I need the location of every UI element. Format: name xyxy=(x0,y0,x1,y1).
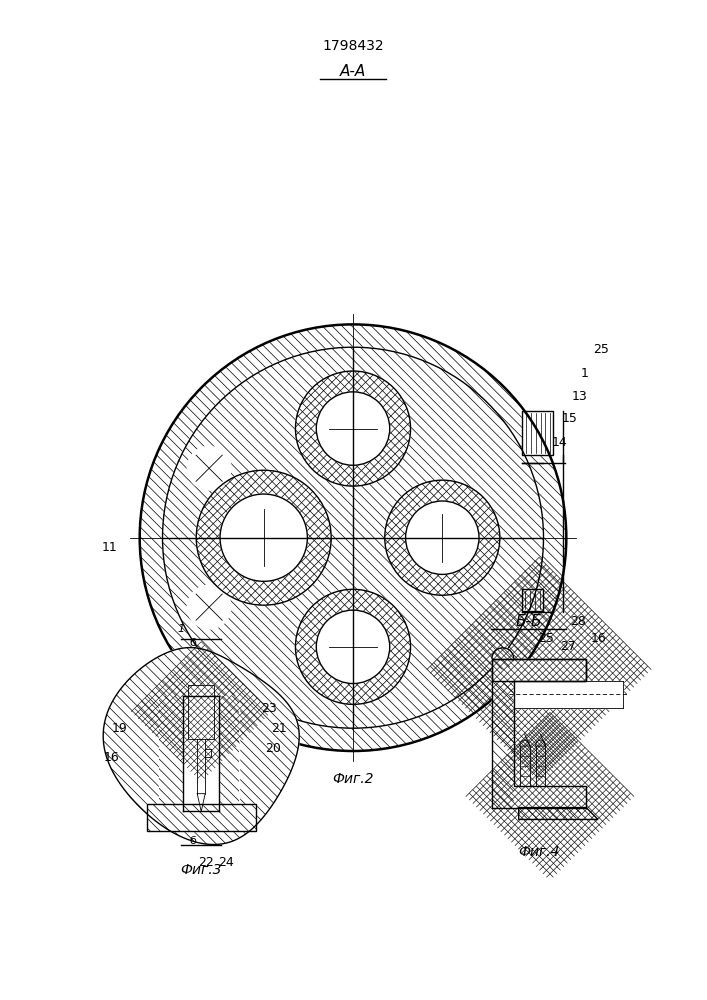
Text: 1798432: 1798432 xyxy=(322,39,384,53)
Text: 25: 25 xyxy=(539,632,554,645)
Bar xyxy=(522,589,544,611)
Polygon shape xyxy=(158,696,183,811)
Bar xyxy=(522,411,554,455)
Circle shape xyxy=(316,610,390,684)
Circle shape xyxy=(140,324,566,751)
Text: 22: 22 xyxy=(198,856,214,869)
Text: 24: 24 xyxy=(218,856,234,869)
Text: 11: 11 xyxy=(102,541,118,554)
Text: 25: 25 xyxy=(593,343,609,356)
Bar xyxy=(522,411,554,455)
Bar xyxy=(183,696,219,811)
Circle shape xyxy=(316,392,390,465)
Bar xyxy=(522,589,544,611)
Polygon shape xyxy=(219,696,239,811)
Bar xyxy=(522,411,554,455)
Circle shape xyxy=(385,480,500,595)
Polygon shape xyxy=(197,794,205,812)
Text: 23: 23 xyxy=(261,702,276,715)
Circle shape xyxy=(296,371,411,486)
Bar xyxy=(492,659,586,681)
Circle shape xyxy=(187,585,231,629)
Text: 14: 14 xyxy=(551,436,567,449)
Text: Фиг.3: Фиг.3 xyxy=(180,863,222,877)
Polygon shape xyxy=(103,648,299,845)
Bar xyxy=(188,685,214,739)
Text: 28: 28 xyxy=(571,615,586,628)
Text: б: б xyxy=(190,836,197,846)
Circle shape xyxy=(187,446,231,490)
Polygon shape xyxy=(146,804,256,831)
Text: Б-Б: Б-Б xyxy=(515,614,542,629)
Text: 27: 27 xyxy=(561,640,576,653)
Bar xyxy=(514,681,623,708)
Text: Фиг.4: Фиг.4 xyxy=(518,845,559,859)
Text: 13: 13 xyxy=(571,390,587,403)
Text: 15: 15 xyxy=(561,412,577,425)
Bar xyxy=(197,739,205,794)
Text: 1: 1 xyxy=(177,624,185,634)
Bar xyxy=(522,589,544,611)
Circle shape xyxy=(406,501,479,574)
Polygon shape xyxy=(519,808,598,819)
Bar xyxy=(492,659,586,681)
Text: б: б xyxy=(190,638,197,648)
Circle shape xyxy=(296,589,411,704)
Bar xyxy=(188,685,214,739)
Bar xyxy=(514,681,586,786)
Text: 19: 19 xyxy=(112,722,128,735)
Bar xyxy=(492,659,586,681)
Circle shape xyxy=(197,470,331,605)
Text: 16: 16 xyxy=(104,751,119,764)
Circle shape xyxy=(163,347,544,728)
Bar xyxy=(514,786,586,808)
Bar xyxy=(188,685,214,739)
Text: 16: 16 xyxy=(590,632,606,645)
Text: 20: 20 xyxy=(264,742,281,755)
Text: 21: 21 xyxy=(271,722,286,735)
Polygon shape xyxy=(492,659,586,808)
Text: Фиг.2: Фиг.2 xyxy=(332,772,374,786)
Circle shape xyxy=(492,648,514,670)
Text: 1: 1 xyxy=(580,367,588,380)
Bar xyxy=(514,786,586,808)
Circle shape xyxy=(220,494,308,581)
Circle shape xyxy=(140,324,566,751)
Text: А-А: А-А xyxy=(340,64,366,79)
